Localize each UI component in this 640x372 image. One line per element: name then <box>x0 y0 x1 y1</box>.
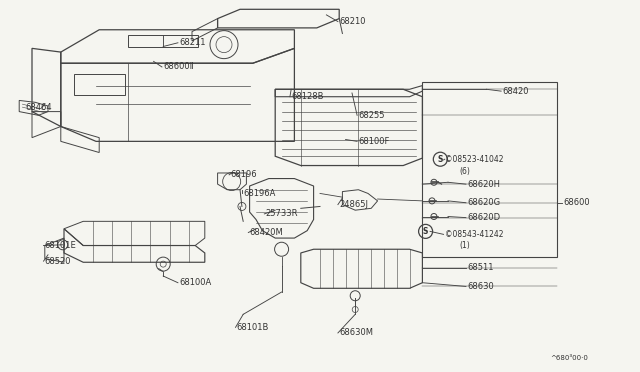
Text: 68100A: 68100A <box>179 278 211 287</box>
Text: ©08543-41242: ©08543-41242 <box>445 230 503 239</box>
Text: 68211: 68211 <box>179 38 205 47</box>
Text: 68210: 68210 <box>339 17 365 26</box>
Text: 68196: 68196 <box>230 170 257 179</box>
Text: (1): (1) <box>460 241 470 250</box>
Text: 68511: 68511 <box>467 263 493 272</box>
Text: 68101E: 68101E <box>45 241 77 250</box>
Text: S: S <box>423 227 428 236</box>
Text: 24865J: 24865J <box>339 200 368 209</box>
Text: S: S <box>438 155 443 164</box>
Text: 68420: 68420 <box>502 87 529 96</box>
Text: 68600: 68600 <box>563 198 590 207</box>
Text: 68420M: 68420M <box>250 228 284 237</box>
Text: 68600Ⅱ: 68600Ⅱ <box>163 62 194 71</box>
Text: 68620G: 68620G <box>467 198 500 207</box>
Text: 68620H: 68620H <box>467 180 500 189</box>
Text: ©08523-41042: ©08523-41042 <box>445 155 503 164</box>
Text: 68255: 68255 <box>358 111 385 120</box>
Text: 25733R: 25733R <box>266 209 298 218</box>
Text: 68101B: 68101B <box>237 323 269 332</box>
Text: 68630: 68630 <box>467 282 494 291</box>
Text: 68100F: 68100F <box>358 137 390 146</box>
Text: 68128B: 68128B <box>291 92 324 101</box>
Text: ^680³00·0: ^680³00·0 <box>550 355 588 361</box>
Text: 68464: 68464 <box>26 103 52 112</box>
Text: 68196A: 68196A <box>243 189 276 198</box>
Text: (6): (6) <box>460 167 470 176</box>
Text: 68630M: 68630M <box>339 328 373 337</box>
Text: 68620D: 68620D <box>467 213 500 222</box>
Text: 68520: 68520 <box>45 257 71 266</box>
